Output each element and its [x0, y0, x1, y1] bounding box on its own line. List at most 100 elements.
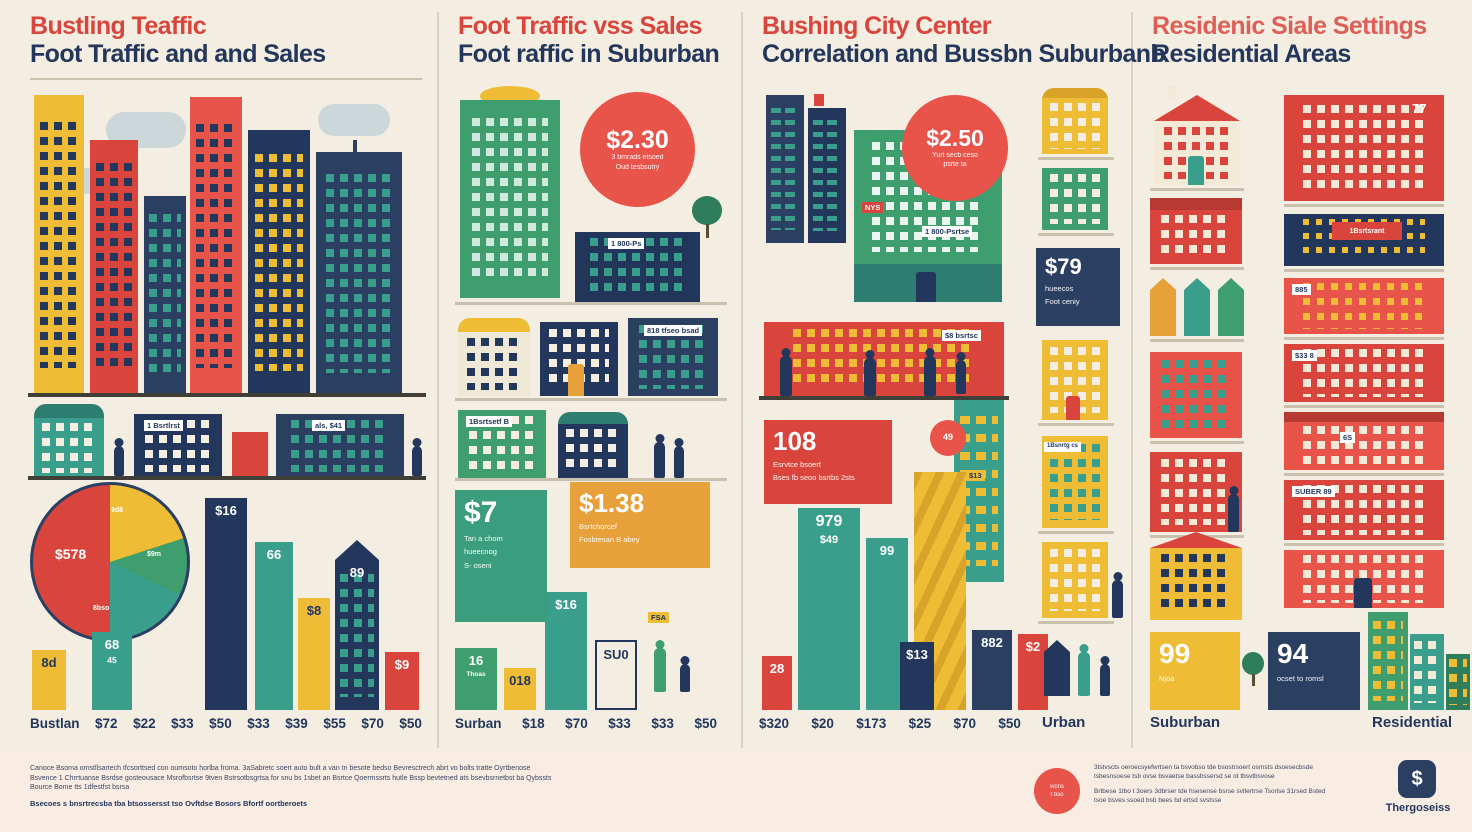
footer-line: Bsvence 1 Chrrtuanse Bsrdse gosteousace …: [30, 774, 552, 782]
panel3-title-main: Correlation and Bussbn Suburbanb: [762, 40, 1166, 68]
axis-label: $39: [285, 716, 308, 731]
badge-value: $2.30: [606, 125, 669, 154]
stat-value: $7: [464, 496, 498, 529]
bar: 16 Thoas: [455, 648, 497, 710]
stat-caption: ocset to romsl: [1277, 674, 1324, 683]
tower-navy: [808, 108, 846, 243]
house-red-teal-windows: [1150, 352, 1242, 438]
building-navy: [144, 196, 186, 395]
bar: 68 45: [92, 632, 132, 710]
stat-value: 94: [1277, 638, 1309, 669]
ground-line: [1284, 543, 1444, 546]
axis-label: $70: [953, 716, 977, 731]
store-sign: 1Bsrtsetf B: [466, 416, 513, 428]
ground-line: [28, 476, 426, 480]
bar-value: $16: [555, 597, 577, 612]
store-sign: 1 800-Psrtse: [922, 226, 973, 238]
axis-label: $50: [998, 716, 1021, 731]
x-axis-labels: Surban $18 $70 $33 $33 $50: [455, 716, 717, 731]
bar: 8d: [32, 650, 66, 710]
panel-city-center: Bushing City Center Correlation and Buss…: [744, 0, 1166, 752]
axis-label: $50: [209, 716, 232, 731]
house-door-teal: [1188, 156, 1204, 185]
mini-house: [1044, 652, 1070, 696]
person-figure: [1228, 494, 1239, 532]
bar: 66: [255, 542, 293, 710]
panel1-title-accent: Bustling Teaffic: [30, 12, 207, 40]
restaurant-sign: 1Bsrtsrant: [1332, 222, 1402, 240]
pie-center-label: $578: [49, 543, 93, 565]
shop-awning-strip: [1284, 412, 1444, 422]
category-label-residential: Residential: [1372, 714, 1453, 731]
tower-label: $13: [966, 470, 985, 482]
ground-line: [1150, 441, 1244, 444]
bar-value: 66: [266, 547, 282, 562]
footer-source-text: Canoce Bsoma omstllsartech tfcsorttsed c…: [30, 764, 645, 808]
ground-line: [1038, 157, 1114, 160]
bar-value: 28: [769, 661, 785, 676]
pie-slice-label: 9d8: [111, 507, 124, 514]
ground-line: [1038, 233, 1114, 236]
tree: [1242, 652, 1264, 686]
bar-sub-value: 45: [107, 655, 117, 665]
building-teal: [1410, 634, 1444, 710]
bar: $16: [545, 592, 587, 710]
mini-house-roof: [1150, 278, 1176, 290]
shop-awning: [1042, 88, 1108, 100]
person-figure: [412, 446, 422, 476]
title-underline: [30, 78, 422, 80]
shop-row-building: [276, 414, 404, 478]
mini-house-orange: [1150, 290, 1176, 336]
badge-caption: Oud tesbsutry: [615, 163, 660, 171]
axis-label: $33: [171, 716, 194, 731]
person-figure: [924, 356, 936, 396]
bar-value: SU0: [603, 647, 629, 662]
antenna: [353, 140, 357, 154]
panel3-title-accent: Bushing City Center: [762, 12, 992, 40]
ground-line: [1150, 267, 1244, 270]
person-figure-green: [654, 648, 666, 692]
ground-line: [1150, 339, 1244, 342]
bar-house-roof: [335, 540, 379, 560]
storefront-red: [1284, 422, 1444, 470]
stat-caption: hueecos: [1045, 284, 1074, 293]
footer-line: Canoce Bsoma omstllsartech tfcsorttsed c…: [30, 765, 531, 772]
cloud: [318, 104, 390, 136]
person-figure: [1100, 664, 1110, 696]
ground-line: [759, 396, 1009, 400]
tree-crown: [1242, 652, 1264, 676]
bar-value: $9: [394, 657, 410, 672]
category-label-urban: Urban: [1042, 714, 1086, 731]
shop-door-orange: [568, 364, 584, 396]
axis-label: $320: [759, 716, 790, 731]
house-door-red: [1066, 396, 1080, 420]
building-green-small: [1446, 654, 1470, 710]
person-figure: [680, 664, 690, 692]
ground-line: [1284, 204, 1444, 207]
store-sign: $8 bsrtsc: [942, 330, 981, 342]
price-badge: $2.30 3 bmrads etsoed Oud tesbsutry: [580, 92, 695, 207]
shop-red-small: [232, 432, 268, 478]
ground-line: [1284, 405, 1444, 408]
bar: $9: [385, 652, 419, 710]
storefront-red: [1284, 278, 1444, 334]
mini-house-roof: [1184, 278, 1210, 290]
axis-label: Bustlan: [30, 716, 80, 731]
house-green: [1042, 168, 1108, 230]
stat-block-navy: $79 hueecos Foot ceniy: [1036, 248, 1120, 326]
stat-block-red: 108 Esrvtce bsoert Bses fb seoo bsrtbs 2…: [764, 420, 892, 504]
building-number: 77: [1412, 101, 1427, 116]
panel-bustling-traffic: Bustling Teaffic Foot Traffic and and Sa…: [18, 0, 436, 752]
bar-sub-value: Thoas: [466, 671, 486, 678]
axis-label: $70: [565, 716, 588, 731]
tower-navy: [766, 95, 804, 243]
ground-line: [455, 398, 727, 401]
bar-value: $16: [215, 503, 237, 518]
bar: 882: [972, 630, 1012, 710]
stat-value: $79: [1045, 254, 1082, 279]
ground-line: [1150, 188, 1244, 191]
bar-value: 8d: [41, 655, 57, 670]
stat-caption: S- oseni: [464, 560, 492, 570]
bar: $8: [298, 598, 330, 710]
